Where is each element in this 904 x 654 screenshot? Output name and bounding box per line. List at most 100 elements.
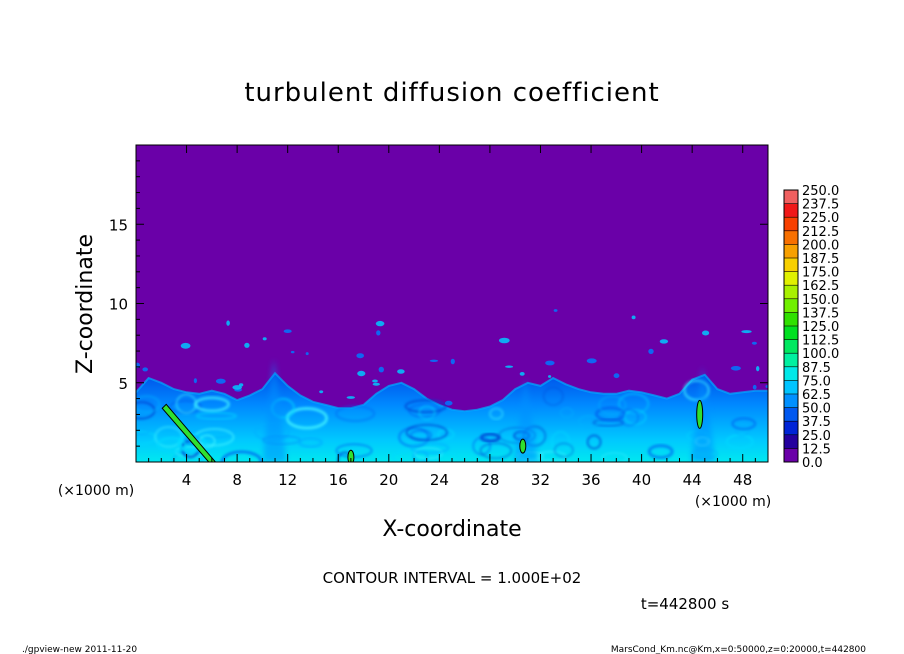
turbulence-patch — [232, 385, 242, 390]
colorbar-label: 237.5 — [802, 198, 839, 213]
eddy-swirl — [595, 406, 626, 422]
colorbar-segment — [784, 190, 798, 204]
turbulence-patch — [545, 360, 555, 366]
turbulence-patch — [751, 341, 757, 345]
turbulent-eddies — [136, 309, 768, 462]
turbulence-patch — [372, 379, 378, 383]
eddy-swirl — [683, 379, 710, 402]
x-tick-label: 4 — [182, 471, 192, 489]
turbulence-patch — [346, 396, 355, 399]
eddy-swirl — [586, 434, 602, 450]
turbulence-patch — [372, 382, 380, 386]
turbulence-patch — [283, 329, 292, 334]
boundary-layer-region — [136, 373, 768, 462]
colorbar-segment — [784, 366, 798, 381]
turbulence-patch — [756, 366, 760, 372]
eddy-swirl — [542, 386, 564, 406]
turbulence-patch — [613, 373, 620, 379]
x-tick-label: 28 — [480, 471, 499, 489]
colorbar-label: 50.0 — [802, 402, 831, 417]
turbulence-patch — [444, 400, 453, 406]
eddy-swirl — [410, 442, 450, 454]
turbulence-patch — [553, 309, 558, 312]
y-axis-ticks: 5 10 15 — [109, 160, 768, 447]
turbulence-patch — [519, 372, 525, 376]
eddy-swirl — [414, 447, 443, 460]
eddy-swirl — [404, 399, 447, 414]
x-tick-label: 12 — [278, 471, 297, 489]
eddy-swirl — [624, 409, 647, 425]
x-tick-label: 48 — [733, 471, 752, 489]
turbulence-patch — [659, 339, 669, 344]
turbulence-patch — [180, 342, 191, 349]
x-tick-label: 32 — [531, 471, 550, 489]
footer-right: MarsCond_Km.nc@Km,x=0:50000,z=0:20000,t=… — [611, 645, 866, 654]
colorbar-label: 25.0 — [802, 429, 831, 444]
turbulence-patch — [429, 359, 439, 362]
eddy-swirl — [553, 442, 574, 458]
boundary-layer-edge — [136, 371, 768, 413]
y-tick-label: 10 — [109, 296, 128, 314]
turbulence-patch — [226, 320, 230, 326]
chart-title: turbulent diffusion coefficient — [244, 78, 659, 108]
colorbar-label: 62.5 — [802, 388, 831, 403]
turbulence-patch — [262, 337, 267, 341]
x-tick-label: 44 — [683, 471, 702, 489]
turbulence-patch — [765, 385, 768, 388]
eddy-swirl — [405, 423, 448, 442]
eddy-swirl — [619, 408, 639, 427]
x-tick-label: 40 — [632, 471, 651, 489]
turbulence-patch — [378, 366, 384, 373]
time-label: t=442800 s — [641, 595, 729, 613]
turbulence-patch — [450, 358, 455, 365]
colorbar-segment — [784, 217, 798, 232]
turbulence-patch — [244, 342, 250, 348]
contour-region — [519, 438, 527, 454]
colorbar-segment — [784, 258, 798, 272]
contour-regions — [161, 399, 704, 462]
contour-region — [161, 403, 217, 462]
eddy-swirl — [297, 436, 323, 448]
colorbar-label: 162.5 — [802, 279, 839, 294]
colorbar-segment — [784, 271, 798, 286]
x-axis-label: X-coordinate — [382, 517, 521, 542]
colorbar-label: 187.5 — [802, 252, 839, 267]
colorbar-label: 175.0 — [802, 266, 839, 281]
colorbar-segment — [784, 339, 798, 354]
x-tick-label: 24 — [430, 471, 449, 489]
x-unit-label-right: (×1000 m) — [695, 494, 771, 510]
eddy-swirl — [735, 423, 750, 437]
colorbar-label: 87.5 — [802, 361, 831, 376]
eddy-swirl — [178, 452, 198, 462]
eddy-swirl — [171, 450, 204, 462]
colorbar-label: 0.0 — [802, 456, 823, 471]
y-tick-label: 5 — [118, 375, 128, 393]
x-axis-ticks: 4 8 12 16 20 24 28 32 36 40 44 48 — [148, 145, 756, 489]
turbulence-patch — [397, 369, 405, 374]
turbulence-patch — [586, 358, 597, 364]
turbulence-patch — [498, 337, 510, 344]
colorbar-segment — [784, 203, 798, 218]
turbulence-patch — [505, 365, 514, 368]
colorbar-segment — [784, 394, 798, 408]
colorbar-segment — [784, 421, 798, 436]
eddy-swirl — [335, 405, 376, 422]
eddy-swirl — [193, 396, 230, 413]
colorbar-label: 125.0 — [802, 320, 839, 335]
colorbar-segment — [784, 244, 798, 259]
x-tick-label: 36 — [581, 471, 600, 489]
colorbar-label: 37.5 — [802, 415, 831, 430]
turbulence-patch — [752, 384, 757, 390]
contour-interval-text: CONTOUR INTERVAL = 1.000E+02 — [323, 569, 582, 587]
colorbar-label: 100.0 — [802, 347, 839, 362]
colorbar-segment — [784, 326, 798, 340]
turbulence-patch — [357, 370, 366, 377]
turbulence-patch — [741, 330, 752, 334]
eddy-swirl — [285, 407, 329, 430]
turbulence-patch — [305, 352, 309, 356]
colorbar-label: 200.0 — [802, 238, 839, 253]
colorbar-segment — [784, 353, 798, 368]
contour-region — [696, 399, 704, 429]
eddy-swirl — [488, 407, 504, 420]
turbulence-patch — [215, 378, 226, 384]
